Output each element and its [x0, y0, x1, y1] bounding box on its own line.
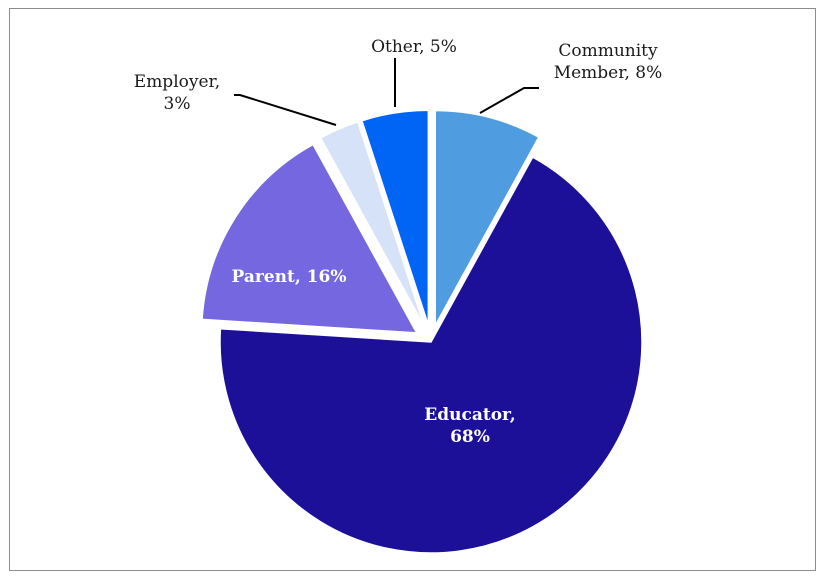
data-label-line: 68% — [450, 427, 490, 447]
data-label-employer: Employer, 3% — [134, 72, 220, 114]
data-label-other: Other, 5% — [371, 37, 457, 57]
slice-educator — [219, 156, 643, 554]
slice-employer — [319, 120, 425, 327]
data-label-line: Community — [558, 41, 658, 61]
data-label-educator: Educator, 68% — [424, 405, 515, 447]
data-label-line: Member, 8% — [554, 63, 663, 83]
data-label-line: Parent, 16% — [232, 267, 347, 287]
slice-community-member — [434, 109, 540, 326]
slice-other — [360, 109, 430, 326]
labels-layer: Community Member, 8% Educator, 68% Parent, 1… — [134, 37, 663, 447]
leader-line-employer — [234, 94, 337, 126]
data-label-line: Other, 5% — [371, 37, 457, 57]
leader-line-community-member — [479, 87, 539, 114]
data-label-line: Employer, — [134, 72, 220, 92]
data-label-community-member: Community Member, 8% — [554, 41, 663, 83]
slice-parent — [201, 143, 418, 334]
data-label-line: Educator, — [424, 405, 515, 425]
data-label-parent: Parent, 16% — [232, 267, 347, 287]
slices-layer — [201, 109, 643, 554]
leaders-layer — [234, 58, 539, 126]
data-label-line: 3% — [164, 94, 191, 114]
